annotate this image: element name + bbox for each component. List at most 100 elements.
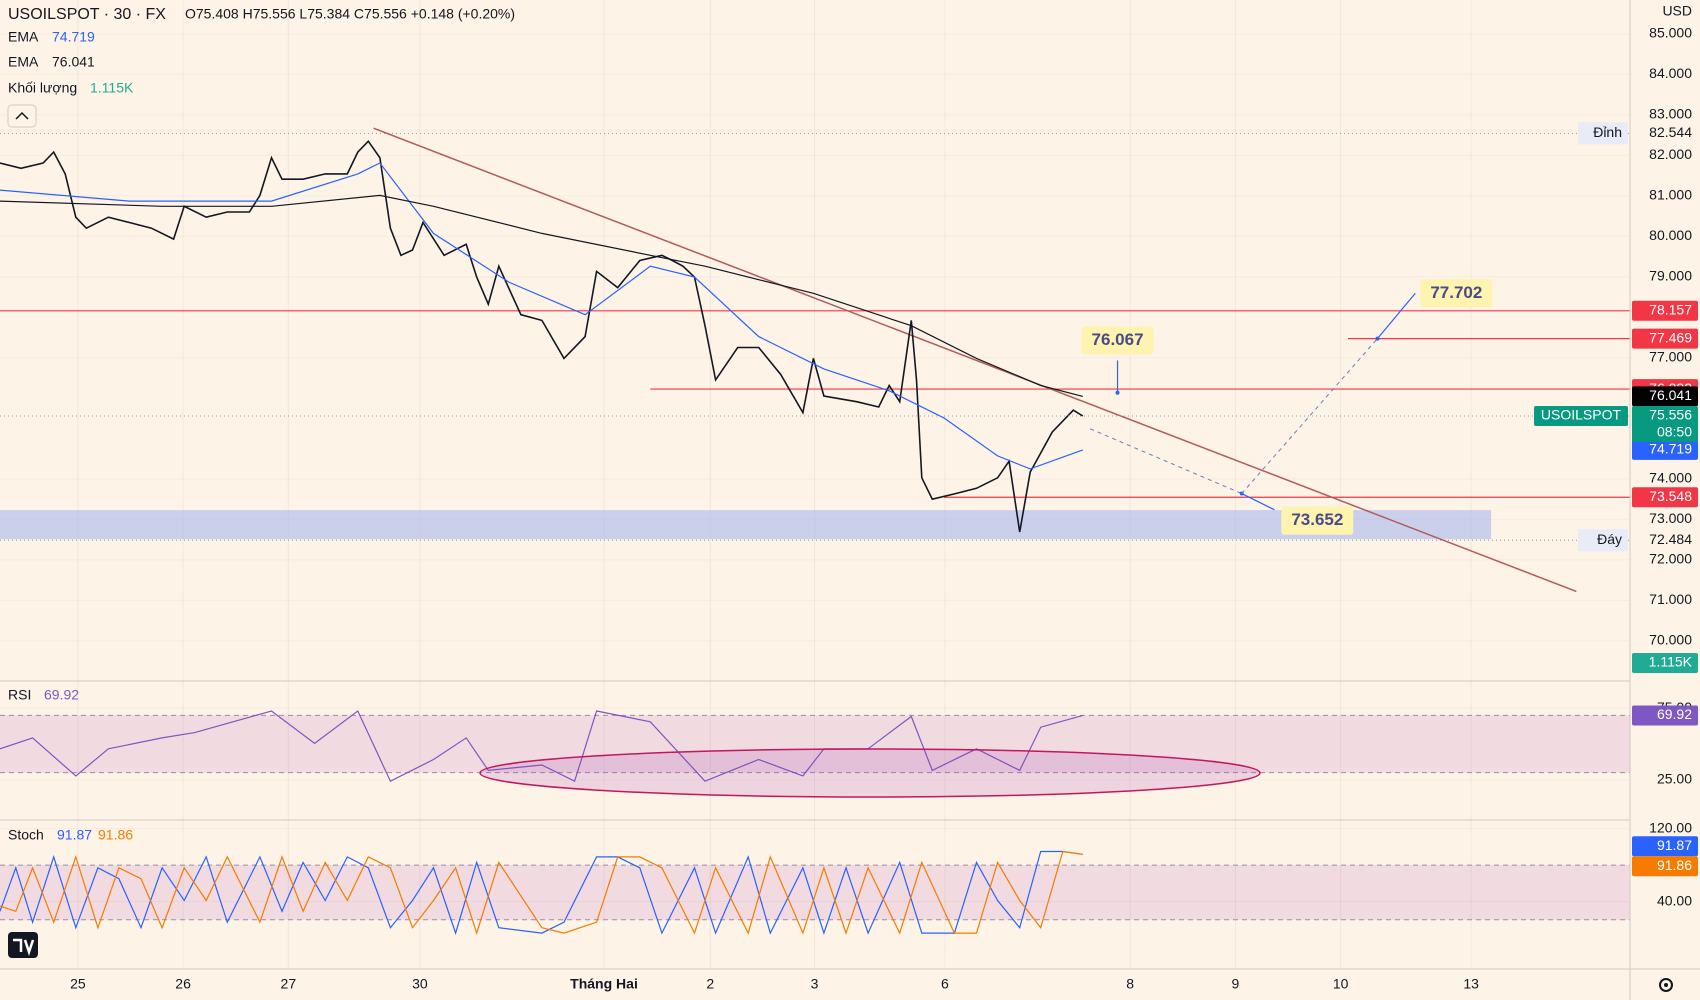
legend-value: 69.92 [44,687,79,703]
price-badge-label: 1.115K [1649,654,1693,670]
x-tick-label: 27 [281,976,297,992]
price-badge-label: 77.469 [1649,329,1692,345]
legend-name: Khối lượng [8,80,77,96]
price-badge [1632,856,1698,877]
y-tick-label: 81.000 [1649,186,1692,202]
y-tick-label: 83.000 [1649,106,1692,122]
legend-value: 74.719 [52,29,95,45]
price-badge [1632,328,1698,349]
series-line [0,162,1084,470]
projection-arrow [1376,292,1416,339]
price-badge-label: 91.86 [1657,857,1692,873]
x-tick-label: 30 [412,976,428,992]
price-badge [1632,439,1698,460]
projection-label: 77.702 [1430,283,1482,302]
price-badge-label: 91.87 [1657,837,1692,853]
price-badge [1632,836,1698,857]
x-tick-label: 3 [811,976,819,992]
symbol-title: USOILSPOT · 30 · FX [8,6,166,23]
price-badge [1632,406,1698,443]
price-badge [1632,487,1698,508]
currency-label: USD [1662,3,1692,19]
level-value: 82.544 [1649,124,1692,140]
y-tick-label: 72.000 [1649,551,1692,567]
projection-dashed [1089,428,1242,494]
y-tick-label: 71.000 [1649,591,1692,607]
trendline [373,127,1577,593]
countdown: 08:50 [1657,424,1692,440]
projection-point [1115,390,1120,395]
support-zone [0,510,1492,540]
level-label: Đỉnh [1593,124,1622,140]
y-tick-label: 79.000 [1649,267,1692,283]
y-tick-label: 82.000 [1649,146,1692,162]
x-tick-label: 6 [941,976,949,992]
rsi-ellipse-drawing [479,748,1261,798]
price-badge-label: 74.719 [1649,441,1692,457]
y-tick-label: 73.000 [1649,510,1692,526]
plot-layer [0,0,1630,969]
x-tick-label: 8 [1126,976,1134,992]
collapse-button[interactable] [7,104,37,128]
legend-name: EMA [8,54,39,70]
x-tick-label: 10 [1333,976,1349,992]
x-tick-label: 2 [706,976,714,992]
projection-label-bg [1420,279,1493,308]
price-badge [1632,300,1698,321]
projection-label: 73.652 [1291,510,1343,529]
legend-name: EMA [8,29,39,45]
x-tick-label: Tháng Hai [570,976,638,992]
level-label: Đáy [1597,531,1622,547]
projection-dashed [1241,338,1378,494]
tv-logo[interactable] [8,932,38,958]
projection-point [1375,336,1380,341]
projection-label-bg [1281,506,1354,535]
level-label-bg [1578,529,1628,552]
x-tick-label: 13 [1463,976,1479,992]
y-tick-label: 25.00 [1657,770,1692,786]
price-badge [1632,705,1698,726]
projection-label-bg [1081,326,1154,355]
level-label-bg [1578,122,1628,145]
y-tick-label: 74.000 [1649,470,1692,486]
level-value: 72.484 [1649,531,1692,547]
x-tick-label: 26 [175,976,191,992]
y-tick-label: 85.000 [1649,25,1692,41]
y-tick-label: 80.000 [1649,227,1692,243]
series-line [0,850,1083,936]
price-badge-label: 73.548 [1649,488,1692,504]
price-badge-label: 76.041 [1649,387,1692,403]
y-tick-label: 70.000 [1649,631,1692,647]
band-fill [0,865,1630,920]
legend-name: Stoch [8,827,44,843]
y-tick-label: 120.00 [1649,819,1692,835]
symbol-badge [1534,406,1628,427]
legend-value: 76.041 [52,54,95,70]
projection-label: 76.067 [1092,330,1144,349]
ohlc-values: O75.408 H75.556 L75.384 C75.556 +0.148 (… [185,6,515,22]
price-badge [1632,386,1698,407]
collapse-icon [15,111,29,120]
series-line [0,194,1083,397]
projection-arrow [1241,492,1275,511]
legend-value: 91.87 [57,827,92,843]
series-line [0,139,1084,533]
y-tick-label: 84.000 [1649,65,1692,81]
price-badge-label: 78.157 [1649,302,1692,318]
x-tick-label: 25 [70,976,86,992]
price-badge-label: 75.556 [1649,407,1692,423]
price-badge-label: 69.92 [1657,706,1692,722]
settings-gear-center [1664,983,1668,987]
symbol-badge-label: USOILSPOT [1541,407,1622,423]
legend-name: RSI [8,687,31,703]
x-tick-label: 9 [1231,976,1239,992]
legend-value: 1.115K [90,80,134,96]
price-badge [1632,653,1698,673]
y-tick-label: 40.00 [1657,892,1692,908]
series-line [0,850,1083,936]
legend-value: 91.86 [98,827,133,843]
tv-logo-mark [13,938,35,956]
band-fill [0,715,1630,773]
settings-gear[interactable] [1659,978,1673,992]
